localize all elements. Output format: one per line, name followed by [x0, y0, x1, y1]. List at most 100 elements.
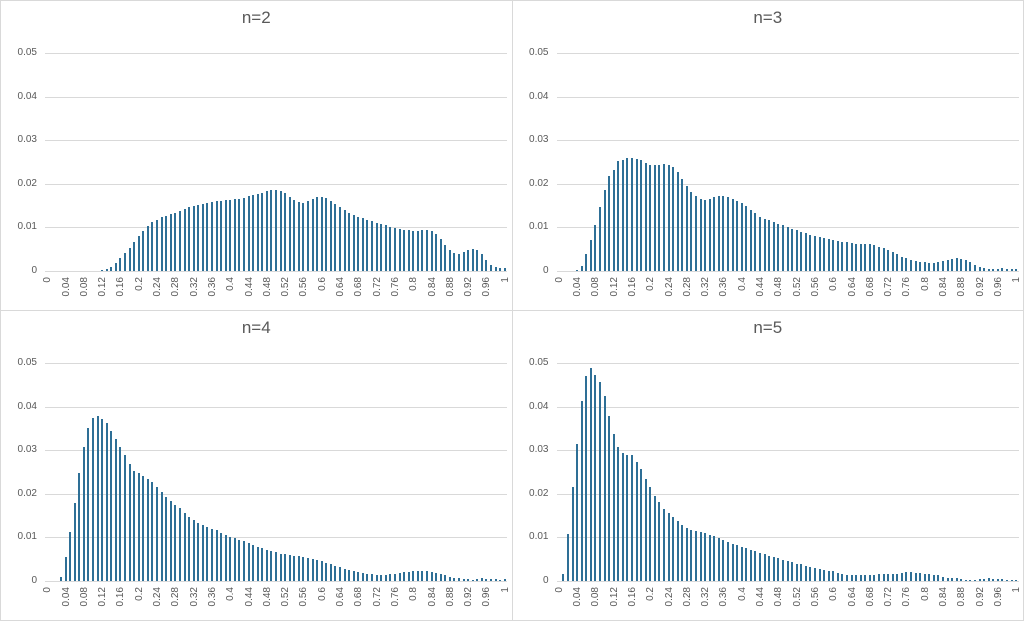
gridline: [45, 183, 507, 185]
histogram-bar: [215, 201, 218, 271]
histogram-bar: [768, 220, 771, 271]
gridline: [45, 96, 507, 98]
histogram-bar: [932, 574, 935, 581]
histogram-bar: [836, 240, 839, 271]
histogram-bar: [398, 573, 401, 581]
gridline: [556, 140, 1019, 142]
histogram-bar: [311, 199, 314, 271]
x-axis-tick-label: 0.96: [992, 277, 1004, 297]
histogram-bar: [489, 264, 492, 271]
x-axis-tick-label: 0.96: [481, 587, 493, 607]
histogram-bar: [325, 562, 328, 581]
histogram-bar: [96, 416, 99, 581]
histogram-bar: [685, 527, 688, 581]
x-axis-tick-label: 0.12: [608, 587, 620, 607]
y-axis-tick-label: 0.01: [17, 531, 37, 543]
histogram-bar: [699, 199, 702, 271]
histogram-bar: [845, 574, 848, 581]
histogram-bar: [439, 574, 442, 581]
chart-panel-n3: n=3 0.05 0.04 0.03 0.02 0.01 0 0 0.04 0.08 0.12 0.…: [512, 1, 1023, 310]
histogram-bar: [914, 572, 917, 581]
histogram-bar: [882, 574, 885, 581]
histogram-bar: [745, 548, 748, 581]
y-axis-tick-label: 0: [31, 575, 37, 586]
x-axis-tick-label: 0.28: [170, 587, 182, 607]
chart-panel-n5: n=5 0.05 0.04 0.03 0.02 0.01 0 0 0.04 0.08 0.12 0.…: [512, 311, 1023, 620]
histogram-bar: [937, 261, 940, 271]
histogram-bar: [649, 165, 652, 271]
y-axis-tick-label: 0.02: [17, 177, 37, 189]
histogram-bar: [562, 574, 565, 581]
histogram-bar: [325, 198, 328, 271]
histogram-bar: [197, 204, 200, 271]
histogram-bar: [114, 438, 117, 581]
histogram-bar: [749, 209, 752, 271]
histogram-bar: [740, 546, 743, 581]
y-axis-tick-label: 0: [31, 265, 37, 276]
histogram-bar: [923, 574, 926, 581]
histogram-bar: [160, 491, 163, 581]
x-axis-tick-label: 0.64: [335, 587, 347, 607]
y-axis-tick-label: 0.01: [17, 221, 37, 233]
histogram-bar: [566, 533, 569, 581]
y-axis-tick-label: 0.02: [529, 177, 549, 189]
histogram-bar: [499, 579, 502, 581]
histogram-bar: [781, 225, 784, 271]
histogram-bar: [462, 578, 465, 581]
histogram-bar: [905, 258, 908, 271]
x-axis-tick-label: 0.56: [298, 587, 310, 607]
histogram-bar: [279, 553, 282, 581]
histogram-bar: [206, 202, 209, 271]
histogram-bar: [919, 573, 922, 581]
histogram-bar: [178, 508, 181, 581]
histogram-bar: [503, 579, 506, 581]
histogram-bar: [580, 400, 583, 581]
histogram-bar: [453, 253, 456, 271]
histogram-bar: [763, 554, 766, 581]
histogram-bar: [471, 579, 474, 581]
x-axis-tick-label: 0.76: [389, 587, 401, 607]
x-axis-tick-label: 0.36: [718, 277, 730, 297]
histogram-bar: [416, 571, 419, 581]
x-axis-tick-label: 0.36: [206, 587, 218, 607]
histogram-bar: [82, 446, 85, 581]
histogram-bar: [476, 578, 479, 581]
x-axis-tick-label: 0.76: [901, 587, 913, 607]
histogram-bar: [261, 192, 264, 271]
histogram-bar: [736, 200, 739, 271]
histogram-bar: [978, 579, 981, 581]
histogram-bar: [841, 574, 844, 581]
histogram-bar: [389, 226, 392, 271]
histogram-bar: [868, 244, 871, 271]
histogram-bar: [992, 269, 995, 271]
x-axis-tick-label: 0.04: [60, 587, 72, 607]
histogram-bar: [384, 225, 387, 271]
x-axis-tick-label: 0.32: [700, 277, 712, 297]
histogram-bar: [818, 568, 821, 581]
histogram-bar: [448, 250, 451, 271]
histogram-bar: [873, 574, 876, 581]
histogram-bar: [823, 569, 826, 581]
histogram-bar: [453, 577, 456, 581]
histogram-bar: [371, 574, 374, 581]
histogram-bar: [804, 233, 807, 271]
y-axis-tick-label: 0.04: [529, 400, 549, 412]
x-axis-tick-label: 0.44: [755, 277, 767, 297]
histogram-bar: [974, 264, 977, 271]
histogram-bar: [252, 195, 255, 271]
histogram-bar: [403, 229, 406, 271]
x-axis-tick-label: 0.76: [389, 277, 401, 297]
histogram-bar: [371, 221, 374, 271]
histogram-bar: [685, 185, 688, 271]
histogram-bar: [114, 263, 117, 271]
histogram-bar: [435, 573, 438, 581]
histogram-bar: [598, 207, 601, 271]
x-axis-tick-label: 0.24: [152, 277, 164, 297]
histogram-bar: [603, 395, 606, 581]
histogram-bar: [695, 530, 697, 581]
histogram-bar: [480, 578, 483, 581]
histogram-bar: [887, 574, 890, 581]
x-axis-tick-label: 0.32: [188, 587, 200, 607]
histogram-bar: [137, 473, 140, 581]
histogram-bar: [357, 572, 360, 581]
